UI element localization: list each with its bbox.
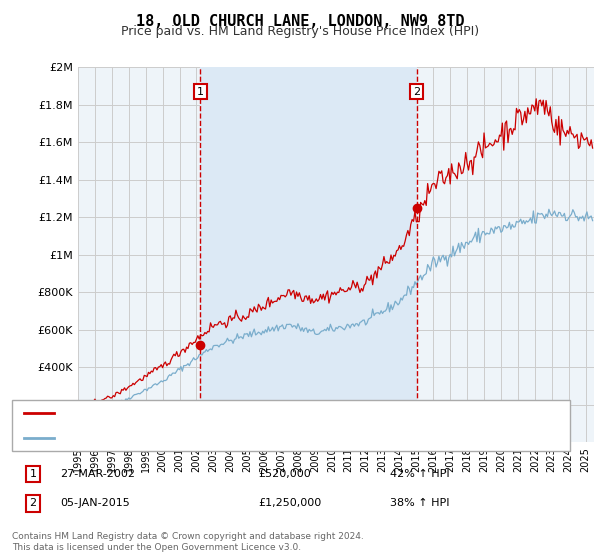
Text: 27-MAR-2002: 27-MAR-2002	[60, 469, 135, 479]
Text: 38% ↑ HPI: 38% ↑ HPI	[390, 498, 449, 508]
Text: £1,250,000: £1,250,000	[258, 498, 321, 508]
Text: 2: 2	[413, 87, 420, 96]
Bar	[200, 67, 416, 442]
Text: 1: 1	[29, 469, 37, 479]
Text: 05-JAN-2015: 05-JAN-2015	[60, 498, 130, 508]
Text: 18, OLD CHURCH LANE, LONDON, NW9 8TD: 18, OLD CHURCH LANE, LONDON, NW9 8TD	[136, 14, 464, 29]
Text: 42% ↑ HPI: 42% ↑ HPI	[390, 469, 449, 479]
Text: 2: 2	[29, 498, 37, 508]
Text: £520,000: £520,000	[258, 469, 311, 479]
Text: 1: 1	[197, 87, 204, 96]
Text: HPI: Average price, detached house, Brent: HPI: Average price, detached house, Bren…	[60, 433, 297, 444]
Text: 18, OLD CHURCH LANE, LONDON, NW9 8TD (detached house): 18, OLD CHURCH LANE, LONDON, NW9 8TD (de…	[60, 408, 406, 418]
Text: Contains HM Land Registry data © Crown copyright and database right 2024.
This d: Contains HM Land Registry data © Crown c…	[12, 532, 364, 552]
Text: Price paid vs. HM Land Registry's House Price Index (HPI): Price paid vs. HM Land Registry's House …	[121, 25, 479, 38]
